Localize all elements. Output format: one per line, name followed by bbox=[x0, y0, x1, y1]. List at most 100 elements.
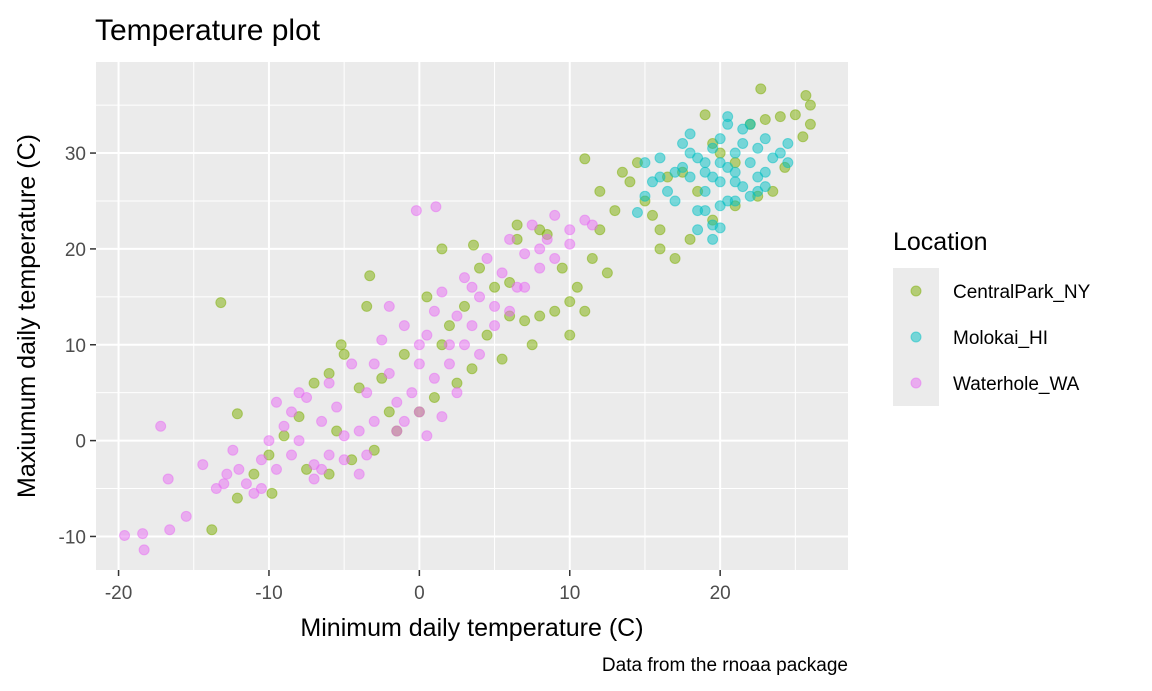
data-points bbox=[119, 83, 816, 556]
data-point bbox=[398, 415, 410, 427]
data-point bbox=[707, 233, 719, 245]
data-point bbox=[428, 305, 440, 317]
data-point bbox=[413, 406, 425, 418]
data-point bbox=[474, 262, 486, 274]
data-point bbox=[496, 267, 508, 279]
data-point bbox=[466, 320, 478, 332]
data-point bbox=[564, 238, 576, 250]
data-point bbox=[421, 291, 433, 303]
data-point bbox=[255, 483, 267, 495]
data-point bbox=[428, 391, 440, 403]
data-point bbox=[594, 185, 606, 197]
data-point bbox=[162, 473, 174, 485]
data-point bbox=[714, 200, 726, 212]
data-point bbox=[180, 510, 192, 522]
data-point bbox=[443, 339, 455, 351]
data-point bbox=[361, 387, 373, 399]
data-point bbox=[474, 348, 486, 360]
data-point bbox=[744, 157, 756, 169]
x-axis-title: Minimum daily temperature (C) bbox=[300, 614, 643, 642]
data-point bbox=[669, 252, 681, 264]
data-point bbox=[722, 111, 734, 123]
data-point bbox=[231, 492, 243, 504]
data-point bbox=[270, 396, 282, 408]
data-point bbox=[579, 305, 591, 317]
data-point bbox=[564, 296, 576, 308]
data-point bbox=[338, 430, 350, 442]
data-point bbox=[316, 463, 328, 475]
data-point bbox=[293, 435, 305, 447]
data-point bbox=[240, 478, 252, 490]
data-point bbox=[669, 166, 681, 178]
data-point bbox=[755, 83, 767, 95]
data-point bbox=[684, 171, 696, 183]
data-point bbox=[759, 181, 771, 193]
data-point bbox=[410, 205, 422, 217]
chart-caption: Data from the rnoaa package bbox=[602, 655, 848, 676]
legend-key-swatch bbox=[910, 331, 922, 343]
data-point bbox=[496, 353, 508, 365]
data-point bbox=[443, 358, 455, 370]
x-tick-label: 0 bbox=[414, 583, 425, 604]
data-point bbox=[789, 109, 801, 121]
data-point bbox=[353, 468, 365, 480]
data-point bbox=[571, 281, 583, 293]
data-point bbox=[451, 310, 463, 322]
data-point bbox=[759, 114, 771, 126]
data-point bbox=[346, 358, 358, 370]
data-point bbox=[335, 339, 347, 351]
data-point bbox=[155, 420, 167, 432]
legend-title: Location bbox=[893, 228, 988, 256]
data-point bbox=[782, 157, 794, 169]
data-point bbox=[227, 444, 239, 456]
data-point bbox=[722, 161, 734, 173]
data-point bbox=[206, 524, 218, 536]
data-point bbox=[714, 133, 726, 145]
y-tick-label: -10 bbox=[59, 527, 86, 548]
data-point bbox=[383, 368, 395, 380]
data-point bbox=[759, 166, 771, 178]
data-point bbox=[519, 315, 531, 327]
series-Waterhole_WA bbox=[119, 201, 598, 556]
data-point bbox=[338, 454, 350, 466]
data-point bbox=[489, 281, 501, 293]
data-point bbox=[684, 147, 696, 159]
data-point bbox=[609, 205, 621, 217]
y-axis-ticks: -10 0 10 20 30 bbox=[59, 144, 96, 548]
x-tick-label: 20 bbox=[710, 583, 731, 604]
data-point bbox=[255, 454, 267, 466]
data-point bbox=[278, 420, 290, 432]
x-tick-label: 10 bbox=[559, 583, 580, 604]
data-point bbox=[233, 463, 245, 475]
data-point bbox=[218, 478, 230, 490]
data-point bbox=[699, 185, 711, 197]
data-point bbox=[458, 300, 470, 312]
data-point bbox=[361, 300, 373, 312]
data-point bbox=[413, 358, 425, 370]
data-point bbox=[797, 131, 809, 143]
data-point bbox=[353, 425, 365, 437]
data-point bbox=[421, 430, 433, 442]
data-point bbox=[707, 142, 719, 154]
data-point bbox=[383, 300, 395, 312]
data-point bbox=[368, 415, 380, 427]
legend-label: Waterhole_WA bbox=[953, 374, 1080, 395]
data-point bbox=[804, 118, 816, 130]
data-point bbox=[458, 339, 470, 351]
data-point bbox=[481, 252, 493, 264]
data-point bbox=[221, 468, 233, 480]
data-point bbox=[541, 233, 553, 245]
data-point bbox=[398, 348, 410, 360]
legend: Location CentralPark_NY Molokai_HI Waterho… bbox=[893, 228, 1091, 406]
data-point bbox=[549, 252, 561, 264]
major-gridlines bbox=[96, 62, 848, 570]
data-point bbox=[308, 473, 320, 485]
data-point bbox=[616, 166, 628, 178]
data-point bbox=[714, 222, 726, 234]
data-point bbox=[428, 372, 440, 384]
data-point bbox=[729, 147, 741, 159]
data-point bbox=[662, 185, 674, 197]
data-point bbox=[215, 297, 227, 309]
data-point bbox=[231, 408, 243, 420]
data-point bbox=[263, 435, 275, 447]
